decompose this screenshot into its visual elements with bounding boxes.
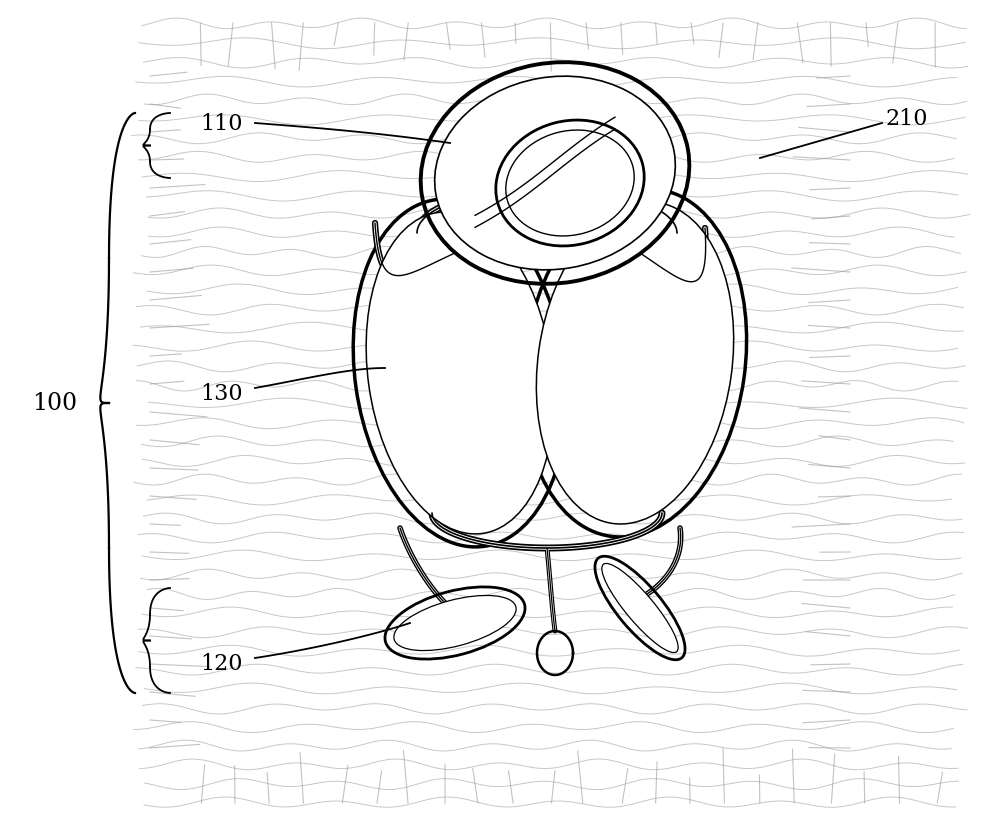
Text: 100: 100 [32,392,78,415]
Ellipse shape [366,213,554,534]
Ellipse shape [394,595,516,651]
Text: 210: 210 [885,108,928,130]
Ellipse shape [506,131,634,237]
Ellipse shape [536,203,734,524]
Ellipse shape [602,564,678,652]
Text: 110: 110 [200,113,243,135]
Text: 130: 130 [200,383,243,405]
Ellipse shape [435,77,675,271]
Text: 120: 120 [200,652,243,674]
